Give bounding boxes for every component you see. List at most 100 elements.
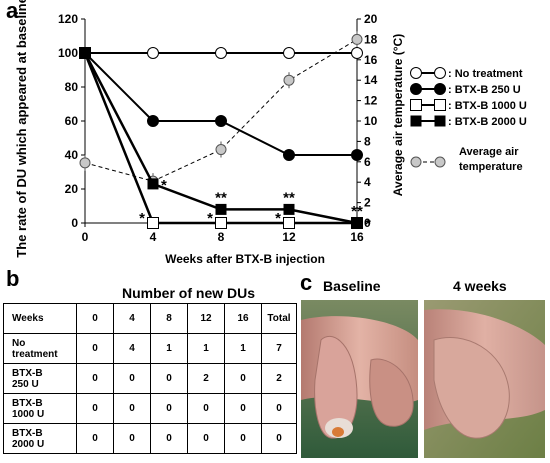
gray-circle-marker <box>410 156 422 168</box>
legend-label: : No treatment <box>448 68 523 80</box>
table-cell: 0 <box>76 363 114 394</box>
y-right-tick-label: 20 <box>364 12 378 26</box>
open-circle-marker <box>410 67 422 79</box>
gray-circle-marker <box>434 156 446 168</box>
y-left-tick-label: 20 <box>65 182 79 196</box>
photo-label-baseline: Baseline <box>323 278 381 294</box>
filled-circle-marker <box>351 149 363 161</box>
x-tick-label: 16 <box>350 230 364 244</box>
significance-mark: ** <box>215 189 227 206</box>
table-cell: 0 <box>224 363 262 394</box>
x-tick-label: 8 <box>218 230 225 244</box>
filled-square-marker <box>215 203 227 215</box>
x-tick-label: 0 <box>82 230 89 244</box>
table-header-cell: 0 <box>76 303 114 334</box>
y-right-tick-label: 2 <box>364 196 371 210</box>
4-weeks-finger-photo <box>424 300 545 458</box>
gray-circle-marker <box>215 144 227 156</box>
significance-mark: * <box>161 177 167 194</box>
series-line <box>84 38 358 182</box>
gray-circle-marker <box>79 157 91 169</box>
y-left-tick-label: 100 <box>58 46 78 60</box>
y-axis-right-label: Average air temperature (°C) <box>391 34 405 196</box>
series-3 <box>79 47 363 229</box>
y-left-tick-label: 0 <box>71 216 78 230</box>
table-header-cell: Total <box>261 303 297 334</box>
table-cell: 0 <box>224 423 262 454</box>
significance-mark: ** <box>283 189 295 206</box>
table-cell: 1 <box>187 333 225 364</box>
table-cell: 0 <box>187 393 225 424</box>
y-axis-left-label: The rate of DU which appeared at baselin… <box>14 0 29 258</box>
legend-label: : BTX-B 250 U <box>448 84 521 96</box>
y-left-tick-label: 120 <box>58 12 78 26</box>
table-cell: 4 <box>113 333 151 364</box>
filled-square-marker <box>434 115 446 127</box>
filled-square-marker <box>283 203 295 215</box>
table-header-cell: 16 <box>224 303 262 334</box>
table-cell: 0 <box>150 363 188 394</box>
ulcer-mark <box>332 427 344 437</box>
table-cell: 1 <box>224 333 262 364</box>
filled-circle-marker <box>147 115 159 127</box>
gray-circle-marker <box>351 33 363 45</box>
filled-circle-marker <box>434 83 446 95</box>
y-right-tick-label: 16 <box>364 53 378 67</box>
table-cell: 1 <box>150 333 188 364</box>
chart-legend: : No treatment : BTX-B 250 U : BTX-B 1000 … <box>410 67 527 173</box>
open-square-marker <box>147 217 159 229</box>
legend-label: Average air <box>459 146 519 158</box>
table-cell: 0 <box>76 393 114 424</box>
y-right-tick-label: 4 <box>364 175 371 189</box>
significance-mark: * <box>365 216 371 233</box>
table-header-cell: 12 <box>187 303 225 334</box>
open-circle-marker <box>147 47 159 59</box>
open-square-marker <box>434 99 446 111</box>
filled-circle-marker <box>283 149 295 161</box>
panel-b-letter: b <box>6 266 20 291</box>
table-row: No treatment 0 4 1 1 1 7 <box>3 333 297 364</box>
filled-square-marker <box>79 47 91 59</box>
open-circle-marker <box>215 47 227 59</box>
x-tick-label: 4 <box>150 230 157 244</box>
y-right-tick-label: 0 <box>364 216 371 230</box>
table-cell: 2 <box>187 363 225 394</box>
panel-c-letter: c <box>300 270 313 295</box>
x-tick-label: 12 <box>282 230 296 244</box>
table-cell: 2 <box>261 363 297 394</box>
table-cell: 0 <box>261 423 297 454</box>
table-cell: 0 <box>76 333 114 364</box>
gray-circle-marker <box>283 74 295 86</box>
table-row-label: BTX-B 250 U <box>3 363 77 394</box>
legend-label: : BTX-B 2000 U <box>448 116 527 128</box>
open-circle-marker <box>434 67 446 79</box>
x-axis-label: Weeks after BTX-B injection <box>165 252 325 266</box>
y-right-tick-label: 12 <box>364 94 378 108</box>
table-cell: 0 <box>150 393 188 424</box>
new-du-table: Weeks 0 4 8 12 16 Total No treatment 0 4 1 1 1 7 BTX-B 2… <box>3 303 297 454</box>
table-header-cell: Weeks <box>3 303 77 334</box>
series-0 <box>79 47 363 59</box>
y-right-tick-label: 6 <box>364 155 371 169</box>
table-row-label: BTX-B 2000 U <box>3 423 77 454</box>
table-cell: 0 <box>261 393 297 424</box>
y-right-tick-label: 14 <box>364 73 378 87</box>
table-row-label: No treatment <box>3 333 77 364</box>
open-square-marker <box>410 99 422 111</box>
open-square-marker <box>283 217 295 229</box>
table-cell: 0 <box>224 393 262 424</box>
legend-label: : BTX-B 1000 U <box>448 100 527 112</box>
table-cell: 0 <box>113 393 151 424</box>
line-chart: 0 4 8 12 1602040608010012002468101214161820 … <box>14 0 527 266</box>
filled-square-marker <box>147 178 159 190</box>
table-header-row: Weeks 0 4 8 12 16 Total <box>3 303 297 334</box>
open-circle-marker <box>351 47 363 59</box>
table-cell: 0 <box>76 423 114 454</box>
table-cell: 0 <box>150 423 188 454</box>
significance-mark: * <box>207 210 213 227</box>
table-cell: 0 <box>187 423 225 454</box>
significance-mark: ** <box>351 203 363 220</box>
table-header-cell: 8 <box>150 303 188 334</box>
